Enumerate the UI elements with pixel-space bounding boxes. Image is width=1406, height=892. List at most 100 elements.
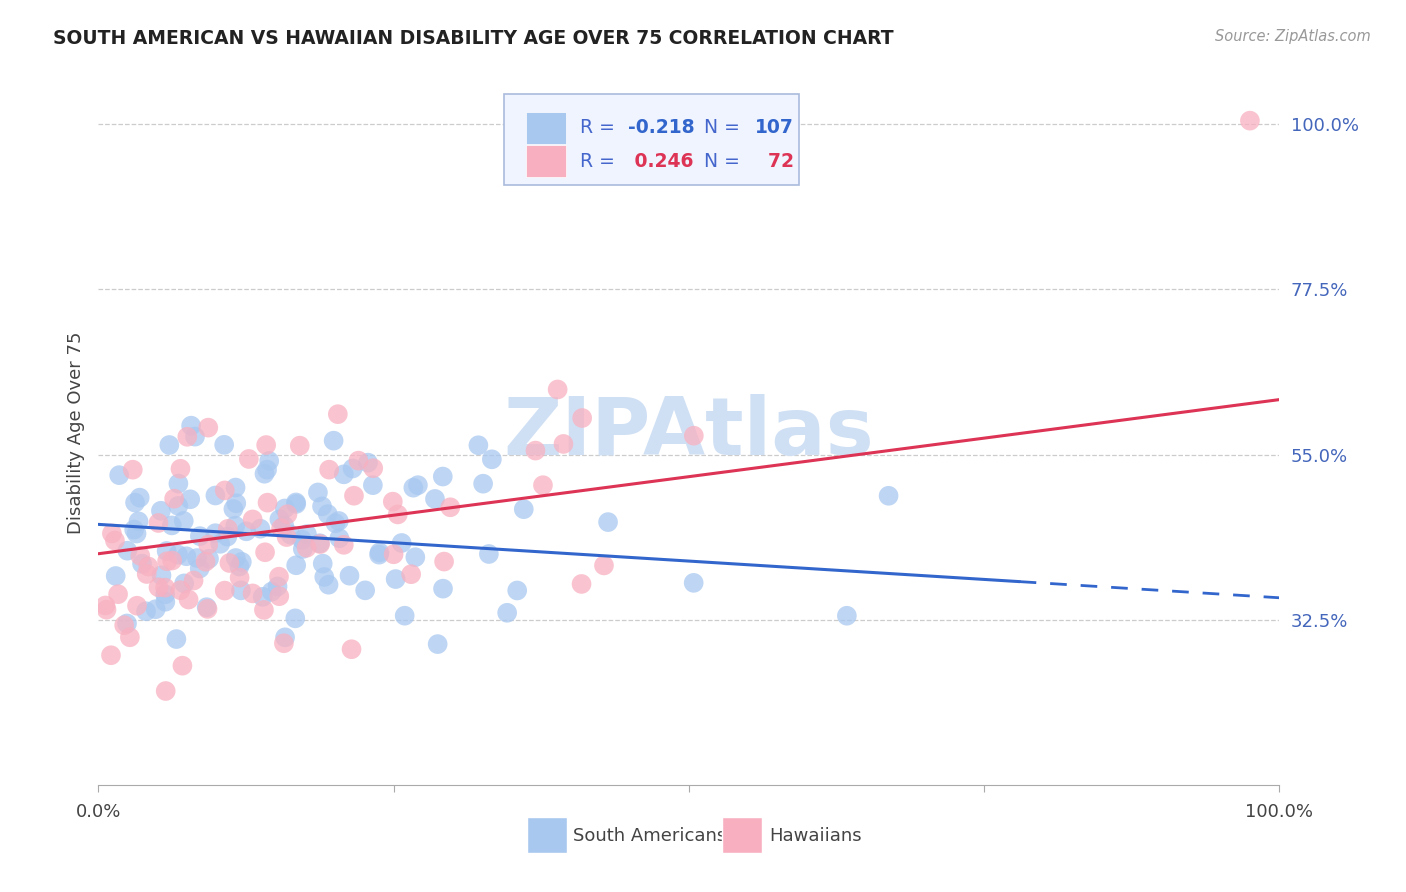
Point [218,556,240,570]
Point [311,500,333,514]
Point [284,495,307,509]
Point [122,523,145,537]
Point [155,595,177,609]
Point [150,568,173,582]
Point [197,602,219,616]
Point [228,559,250,574]
Point [269,589,291,603]
Point [318,578,340,592]
Point [197,538,219,552]
Point [340,642,363,657]
Point [198,551,221,566]
Point [100,648,122,663]
Point [426,637,449,651]
Point [309,537,332,551]
Point [129,549,152,563]
Point [254,545,277,559]
Point [361,478,384,492]
Point [394,608,416,623]
Point [231,555,253,569]
Point [160,553,183,567]
Point [131,557,153,571]
Point [513,502,536,516]
Point [524,443,547,458]
Y-axis label: Disability Age Over 75: Disability Age Over 75 [66,331,84,534]
Point [276,507,298,521]
Point [217,530,239,544]
Point [318,463,340,477]
Point [176,549,198,564]
Point [280,527,302,541]
Point [288,439,311,453]
Point [128,514,150,528]
Point [156,544,179,558]
Point [496,606,519,620]
Point [186,551,208,566]
Point [156,554,179,568]
Point [214,483,236,498]
Point [295,541,318,555]
Point [148,516,170,530]
Point [108,468,131,483]
Point [328,514,350,528]
Point [112,618,135,632]
Point [506,583,529,598]
Point [153,581,176,595]
Point [322,434,344,448]
FancyBboxPatch shape [527,817,567,854]
Text: 0.246: 0.246 [627,152,693,170]
Point [222,502,245,516]
Point [224,518,246,533]
Point [285,558,308,573]
Point [115,616,138,631]
Point [204,526,226,541]
Point [432,469,454,483]
Point [1239,113,1261,128]
Point [148,580,170,594]
Point [682,428,704,442]
Point [284,611,307,625]
Point [596,515,619,529]
Point [382,547,405,561]
Point [253,467,276,481]
Point [877,489,900,503]
Point [835,608,858,623]
Point [384,572,406,586]
Point [125,526,148,541]
Point [593,558,616,573]
Text: ZIPAtlas: ZIPAtlas [503,393,875,472]
Point [173,514,195,528]
Point [333,467,356,482]
Point [188,561,211,575]
Point [155,684,177,698]
Point [195,600,218,615]
Point [197,420,219,434]
Point [173,576,195,591]
Point [267,570,290,584]
Point [135,604,157,618]
Point [361,461,384,475]
Text: SOUTH AMERICAN VS HAWAIIAN DISABILITY AGE OVER 75 CORRELATION CHART: SOUTH AMERICAN VS HAWAIIAN DISABILITY AG… [53,29,894,47]
Point [256,463,278,477]
Point [342,461,364,475]
Point [387,508,409,522]
Point [291,533,314,547]
Point [104,533,127,548]
Point [368,545,391,559]
Point [167,476,190,491]
Point [145,602,167,616]
Point [325,516,347,531]
Point [439,500,461,515]
Point [167,548,190,562]
Point [124,495,146,509]
Point [194,555,217,569]
Point [167,499,190,513]
Point [96,602,118,616]
Point [547,383,569,397]
Point [153,587,176,601]
Point [136,559,159,574]
Text: N =: N = [704,152,747,170]
Point [104,569,127,583]
Point [347,453,370,467]
Point [399,567,422,582]
